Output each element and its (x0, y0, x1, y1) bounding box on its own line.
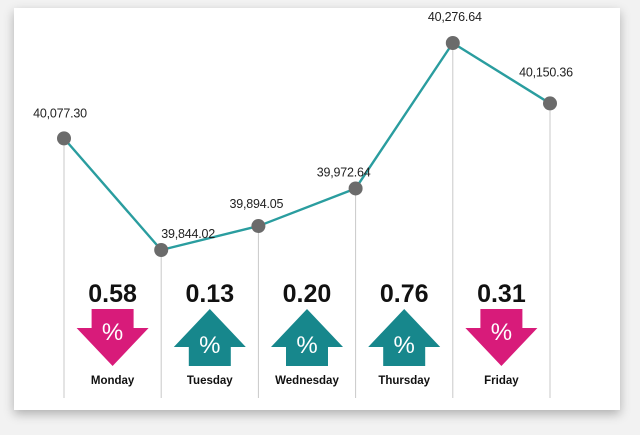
change-indicators: 0.58% Monday 0.13% Tuesday 0.20% Wednesday 0.7… (76, 280, 538, 387)
value-labels: 40,077.30 39,844.02 39,894.05 39,972.64 40,2… (33, 10, 573, 241)
day-label-friday: Friday (484, 375, 519, 387)
value-label-4: 40,276.64 (428, 10, 482, 24)
arrow-down-icon (465, 309, 538, 366)
data-point-2 (251, 219, 266, 234)
change-indicator-friday: 0.31% Friday (465, 280, 538, 387)
data-point-5 (543, 96, 557, 111)
data-point-0 (57, 131, 71, 146)
change-percent-0: 0.58 (88, 280, 137, 308)
value-label-2: 39,894.05 (229, 197, 283, 211)
percent-sign-4: % (491, 319, 512, 346)
series-line-group (63, 41, 551, 252)
change-indicator-thursday: 0.76% Thursday (368, 280, 441, 387)
arrow-down-icon (76, 309, 149, 366)
change-percent-1: 0.13 (185, 280, 234, 308)
arrow-up-icon (271, 309, 343, 366)
day-label-thursday: Thursday (378, 375, 430, 387)
percent-sign-3: % (394, 332, 415, 359)
arrow-up-icon (173, 309, 246, 366)
value-label-1: 39,844.02 (161, 227, 215, 241)
percent-sign-1: % (199, 332, 220, 359)
data-point-3 (348, 181, 363, 196)
day-label-wednesday: Wednesday (275, 375, 339, 387)
vertical-guides (63, 43, 551, 398)
series-line (63, 41, 551, 252)
day-label-monday: Monday (91, 375, 135, 387)
value-label-0: 40,077.30 (33, 106, 87, 120)
change-percent-4: 0.31 (477, 280, 526, 308)
data-points (57, 36, 557, 257)
change-indicator-monday: 0.58% Monday (76, 280, 149, 387)
change-percent-3: 0.76 (380, 280, 429, 308)
change-indicator-tuesday: 0.13% Tuesday (173, 280, 246, 387)
value-label-5: 40,150.36 (519, 65, 573, 79)
day-label-tuesday: Tuesday (187, 375, 233, 387)
change-percent-2: 0.20 (283, 280, 332, 308)
percent-sign-0: % (102, 319, 123, 346)
data-point-1 (154, 243, 169, 257)
data-point-4 (445, 36, 460, 50)
percent-sign-2: % (296, 332, 317, 359)
value-label-3: 39,972.64 (317, 165, 371, 179)
arrow-up-icon (368, 309, 441, 366)
change-indicator-wednesday: 0.20% Wednesday (271, 280, 343, 387)
